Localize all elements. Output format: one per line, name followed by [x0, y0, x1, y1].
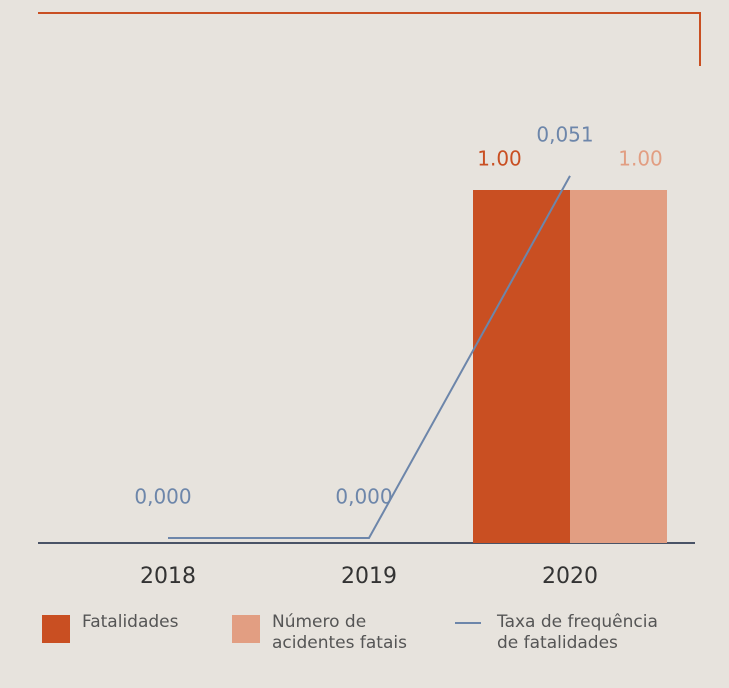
legend-label: Fatalidades [82, 612, 179, 632]
x-tick-label: 2019 [341, 564, 397, 589]
data-label: 0,000 [335, 485, 392, 509]
legend-swatch [42, 615, 70, 643]
legend-label: Taxa de frequência de fatalidades [497, 612, 658, 653]
bar [473, 190, 570, 543]
legend-swatch [455, 622, 481, 624]
data-label: 0,000 [134, 485, 191, 509]
legend-label: Número de acidentes fatais [272, 612, 407, 653]
data-label: 1.00 [477, 147, 522, 171]
line [168, 175, 571, 539]
data-label: 1.00 [618, 147, 663, 171]
bar [570, 190, 667, 543]
x-tick-label: 2020 [542, 564, 598, 589]
legend-swatch [232, 615, 260, 643]
x-tick-label: 2018 [140, 564, 196, 589]
data-label: 0,051 [536, 122, 593, 146]
